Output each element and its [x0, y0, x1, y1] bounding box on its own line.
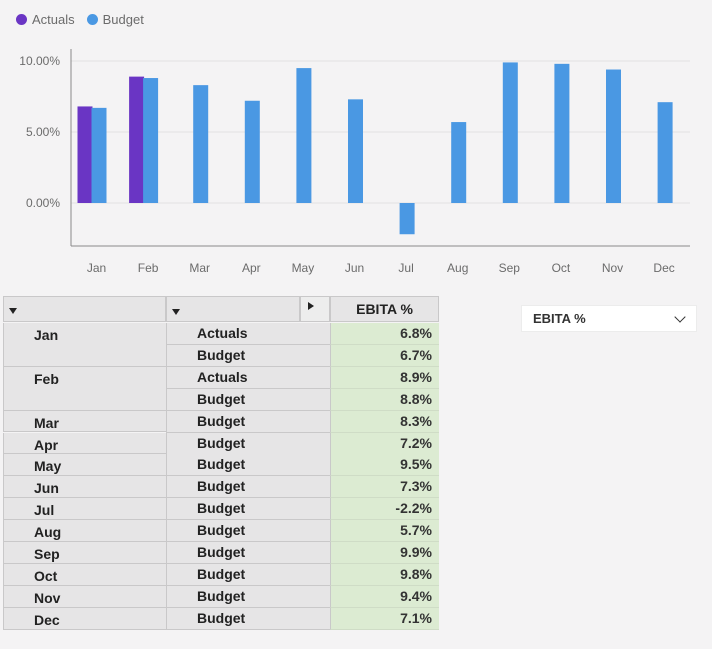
value-cell[interactable]: 8.3%: [330, 410, 439, 433]
row-header-scenario[interactable]: Budget: [166, 432, 330, 455]
x-tick-label: Feb: [138, 261, 159, 275]
row-header-scenario[interactable]: Budget: [166, 563, 330, 586]
bar-actuals-jan: [77, 106, 93, 203]
bar-budget-may: [296, 68, 312, 203]
chevron-down-icon: [674, 310, 686, 323]
y-tick-label: 0.00%: [26, 196, 60, 210]
bar-chart: 10.00% 5.00% 0.00% Jan Feb Mar Apr May Jun Jul Aug…: [19, 49, 690, 275]
row-header-month[interactable]: Jan: [3, 323, 166, 367]
bar-budget-jun: [348, 99, 363, 203]
row-header-month[interactable]: Aug: [3, 520, 166, 542]
x-tick-label: Jan: [87, 261, 106, 275]
value-cell[interactable]: 5.7%: [330, 520, 439, 543]
data-grid: EBITA % Jan Actuals 6.8% Budget 6.7% Feb Actua…: [0, 296, 440, 630]
bar-budget-dec: [657, 102, 673, 203]
value-cell[interactable]: 8.9%: [330, 366, 439, 389]
row-header-month[interactable]: Jul: [3, 498, 166, 521]
bar-budget-sep: [502, 62, 518, 203]
x-tick-label: May: [292, 261, 315, 275]
x-tick-label: Nov: [602, 261, 623, 275]
row-header-month[interactable]: Oct: [3, 563, 166, 586]
row-header-scenario[interactable]: Budget: [166, 410, 330, 433]
legend-dot-actuals: [16, 14, 27, 25]
bar-budget-apr: [244, 100, 260, 203]
column-dimension-header[interactable]: [166, 296, 300, 322]
bar-actuals-feb: [129, 76, 145, 203]
value-cell[interactable]: 9.8%: [330, 563, 439, 586]
measure-select-value: EBITA %: [533, 311, 586, 326]
row-header-scenario[interactable]: Budget: [166, 520, 330, 543]
y-tick-label: 5.00%: [26, 125, 60, 139]
row-header-month[interactable]: Nov: [3, 585, 166, 608]
value-cell[interactable]: 9.9%: [330, 542, 439, 564]
x-tick-label: Oct: [552, 261, 571, 275]
row-header-scenario[interactable]: Budget: [166, 607, 330, 630]
x-tick-label: Sep: [499, 261, 521, 275]
legend-label-actuals: Actuals: [32, 12, 75, 27]
row-header-scenario[interactable]: Actuals: [166, 323, 330, 345]
bar-budget-mar: [193, 85, 209, 203]
row-header-month[interactable]: Mar: [3, 410, 166, 433]
row-header-scenario[interactable]: Budget: [166, 498, 330, 521]
bar-budget-feb: [143, 78, 159, 203]
row-header-scenario[interactable]: Budget: [166, 344, 330, 367]
y-tick-label: 10.00%: [19, 54, 60, 68]
chart-legend: Actuals Budget: [16, 12, 156, 27]
legend-item-budget[interactable]: Budget: [86, 12, 144, 27]
x-tick-label: Jun: [345, 261, 364, 275]
dropdown-arrow-icon[interactable]: [172, 309, 180, 315]
row-header-month[interactable]: Sep: [3, 542, 166, 564]
row-header-scenario[interactable]: Budget: [166, 542, 330, 564]
expand-column-header[interactable]: [300, 296, 330, 322]
x-tick-label: Mar: [189, 261, 210, 275]
legend-dot-budget: [86, 14, 98, 25]
row-header-scenario[interactable]: Actuals: [166, 366, 330, 389]
row-header-scenario[interactable]: Budget: [166, 476, 330, 499]
row-header-scenario[interactable]: Budget: [166, 454, 330, 477]
bar-budget-aug: [451, 122, 467, 203]
row-header-month[interactable]: Jun: [3, 476, 166, 499]
x-tick-label: Jul: [398, 261, 413, 275]
expand-arrow-icon[interactable]: [308, 302, 314, 310]
x-tick-label: Aug: [447, 261, 468, 275]
bar-budget-jul: [399, 203, 415, 235]
legend-label-budget: Budget: [102, 12, 144, 27]
row-header-month[interactable]: Apr: [3, 432, 166, 455]
legend-item-actuals[interactable]: Actuals: [16, 12, 75, 27]
value-cell[interactable]: 7.3%: [330, 476, 439, 499]
row-header-month[interactable]: Feb: [3, 366, 166, 411]
value-cell[interactable]: 9.5%: [330, 454, 439, 477]
x-tick-label: Dec: [653, 261, 674, 275]
row-header-scenario[interactable]: Budget: [166, 388, 330, 411]
value-cell[interactable]: 9.4%: [330, 585, 439, 608]
value-cell[interactable]: 7.1%: [330, 607, 439, 630]
measure-select[interactable]: EBITA %: [521, 305, 697, 332]
value-cell[interactable]: 6.8%: [330, 323, 439, 345]
measure-header[interactable]: EBITA %: [330, 296, 439, 322]
dropdown-arrow-icon[interactable]: [9, 308, 17, 314]
value-cell[interactable]: -2.2%: [330, 498, 439, 521]
row-header-month[interactable]: May: [3, 454, 166, 477]
row-dimension-header[interactable]: [3, 296, 166, 322]
row-header-month[interactable]: Dec: [3, 607, 166, 630]
value-cell[interactable]: 7.2%: [330, 432, 439, 455]
value-cell[interactable]: 8.8%: [330, 388, 439, 411]
bar-budget-jan: [91, 107, 107, 203]
value-cell[interactable]: 6.7%: [330, 344, 439, 367]
bar-budget-oct: [554, 63, 570, 204]
row-header-scenario[interactable]: Budget: [166, 585, 330, 608]
x-tick-label: Apr: [242, 261, 261, 275]
bar-budget-nov: [606, 69, 621, 203]
